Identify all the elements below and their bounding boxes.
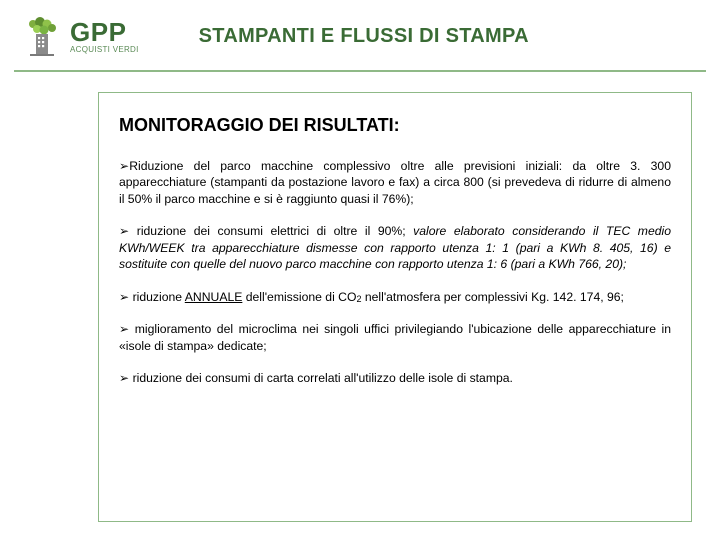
bullet-text: Riduzione del parco macchine complessivo… [119,159,671,206]
logo-main: GPP [70,19,139,45]
header: GPP ACQUISTI VERDI STAMPANTI E FLUSSI DI… [0,0,720,72]
tree-building-icon [20,14,64,58]
bullet-text: nell'atmosfera per complessivi Kg. 142. … [361,290,623,304]
logo-sub: ACQUISTI VERDI [70,46,139,54]
logo: GPP ACQUISTI VERDI [20,14,139,58]
content-frame: MONITORAGGIO DEI RISULTATI: ➢Riduzione d… [98,92,692,522]
bullet-text: dell'emissione di CO [242,290,356,304]
section-title: MONITORAGGIO DEI RISULTATI: [119,115,671,136]
logo-text: GPP ACQUISTI VERDI [70,19,139,54]
bullet-4: ➢ miglioramento del microclima nei singo… [119,321,671,354]
chevron-right-icon: ➢ [119,290,129,304]
bullet-3: ➢ riduzione ANNUALE dell'emissione di CO… [119,289,671,305]
chevron-right-icon: ➢ [119,224,129,238]
bullet-5: ➢ riduzione dei consumi di carta correla… [119,370,671,386]
chevron-right-icon: ➢ [119,159,129,173]
bullet-2: ➢ riduzione dei consumi elettrici di olt… [119,223,671,272]
bullet-text: riduzione dei consumi di carta correlati… [129,371,513,385]
bullet-text: riduzione dei consumi elettrici di oltre… [129,224,413,238]
subscript: 2 [356,294,361,304]
header-underline [14,70,706,72]
chevron-right-icon: ➢ [119,371,129,385]
page-title: STAMPANTI E FLUSSI DI STAMPA [199,25,700,48]
bullet-text: miglioramento del microclima nei singoli… [119,322,671,352]
chevron-right-icon: ➢ [119,322,129,336]
bullet-text-underline: ANNUALE [185,290,243,304]
bullet-text: riduzione [129,290,185,304]
bullet-1: ➢Riduzione del parco macchine complessiv… [119,158,671,207]
